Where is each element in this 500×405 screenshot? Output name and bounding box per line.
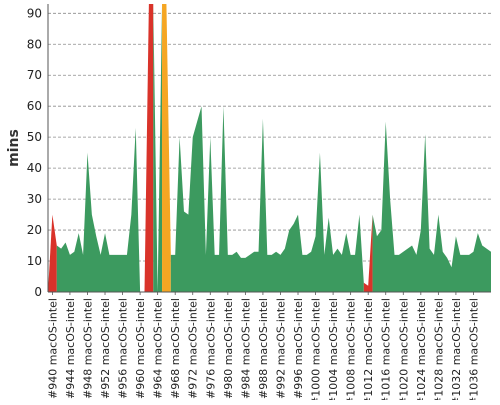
- x-tick-label: #1024 macOS-intel: [415, 298, 428, 400]
- axis-layer: mins: [6, 4, 491, 293]
- x-tick-label: #960 macOS-intel: [134, 298, 147, 399]
- area-segment-success-3: [153, 4, 163, 292]
- y-tick-label-90: 90: [27, 6, 42, 20]
- y-tick-labels: 0 10 20 30 40 50 60 70 80 90: [27, 6, 42, 299]
- x-tick-label: #968 macOS-intel: [169, 298, 182, 399]
- y-axis-label: mins: [6, 129, 22, 167]
- x-tick-label: #992 macOS-intel: [274, 298, 287, 399]
- x-tick-label: #940 macOS-intel: [46, 298, 59, 399]
- y-tick-label-70: 70: [27, 68, 42, 82]
- x-tick-label: #1020 macOS-intel: [397, 298, 410, 400]
- y-tick-label-20: 20: [27, 223, 42, 237]
- x-tick-label: #988 macOS-intel: [257, 298, 270, 399]
- area-segment-unstable-4: [162, 4, 171, 292]
- x-tick-labels: #940 macOS-intel #944 macOS-intel #948 mac…: [46, 292, 480, 405]
- y-tick-label-30: 30: [27, 192, 42, 206]
- x-tick-label: #1036 macOS-intel: [467, 298, 480, 400]
- x-tick-label: #980 macOS-intel: [222, 298, 235, 399]
- x-tick-label: #948 macOS-intel: [81, 298, 94, 399]
- x-tick-label: #1008 macOS-intel: [345, 298, 358, 400]
- x-tick-label: #944 macOS-intel: [64, 298, 77, 399]
- x-tick-label: #1016 macOS-intel: [380, 298, 393, 400]
- x-tick-label: #1004 macOS-intel: [327, 298, 340, 400]
- area-segment-failure-2: [140, 4, 154, 292]
- y-tick-label-50: 50: [27, 130, 42, 144]
- y-tick-label-60: 60: [27, 99, 42, 113]
- x-tick-label: #972 macOS-intel: [187, 298, 200, 399]
- area-layer: [48, 4, 491, 293]
- x-tick-label: #1028 macOS-intel: [432, 298, 445, 400]
- area-segment-success-5: [170, 106, 364, 293]
- x-tick-label: #964 macOS-intel: [152, 298, 165, 399]
- x-tick-label: #996 macOS-intel: [292, 298, 305, 399]
- x-tick-label: #1032 macOS-intel: [450, 298, 463, 400]
- y-tick-label-10: 10: [27, 254, 42, 268]
- x-tick-label: #952 macOS-intel: [99, 298, 112, 399]
- area-segment-success-7: [372, 121, 491, 292]
- y-tick-label-0: 0: [34, 285, 42, 299]
- x-tick-label: #984 macOS-intel: [239, 298, 252, 399]
- area-segment-failure-6: [363, 214, 373, 292]
- y-tick-label-40: 40: [27, 161, 42, 175]
- x-tick-label: #1012 macOS-intel: [362, 298, 375, 400]
- area-segment-success-1: [56, 127, 141, 292]
- x-tick-label: #956 macOS-intel: [117, 298, 130, 399]
- x-tick-label: #976 macOS-intel: [204, 298, 217, 399]
- area-segment-failure-0: [48, 214, 57, 292]
- x-tick-label: #1000 macOS-intel: [310, 298, 323, 400]
- y-tick-label-80: 80: [27, 37, 42, 51]
